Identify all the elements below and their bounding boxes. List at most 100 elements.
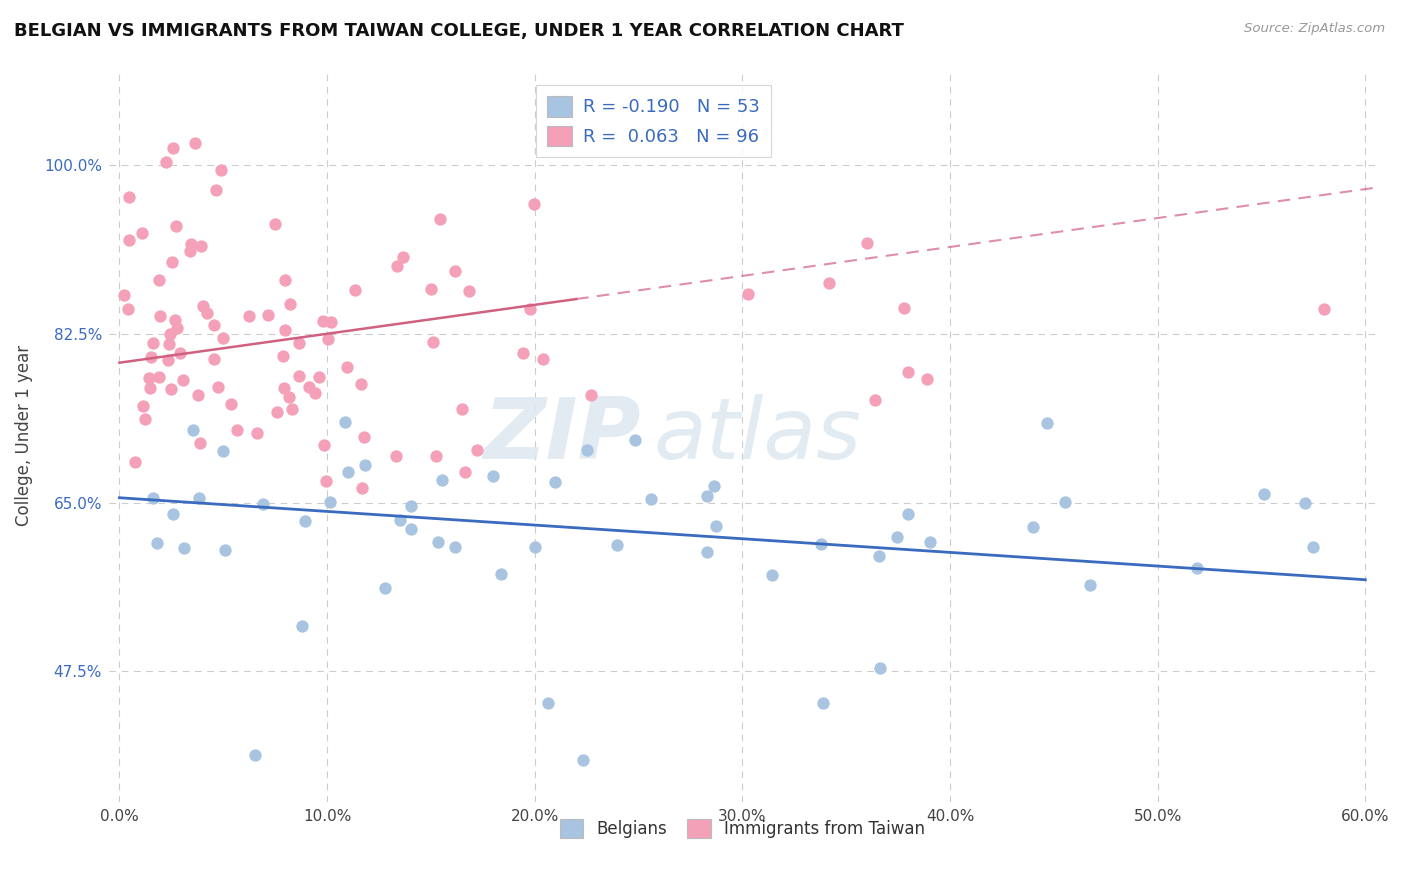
Point [399,522,422,536]
Point [274,323,297,337]
Point [173,541,195,556]
Point [523,540,546,554]
Point [271,349,294,363]
Point [1185,561,1208,575]
Point [1253,486,1275,500]
Point [489,567,512,582]
Point [389,513,412,527]
Point [1294,496,1316,510]
Point [1078,578,1101,592]
Point [219,397,242,411]
Point [374,581,396,595]
Point [523,197,546,211]
Point [165,219,187,234]
Point [425,449,447,463]
Point [162,507,184,521]
Point [180,236,202,251]
Point [817,276,839,290]
Point [886,530,908,544]
Point [572,753,595,767]
Point [207,380,229,394]
Point [443,264,465,278]
Point [252,497,274,511]
Point [184,136,207,151]
Point [482,469,505,483]
Point [238,310,260,324]
Point [865,393,887,408]
Legend: Belgians, Immigrants from Taiwan: Belgians, Immigrants from Taiwan [553,812,932,845]
Point [703,479,725,493]
Point [225,424,247,438]
Point [146,535,169,549]
Point [187,491,209,506]
Point [156,352,179,367]
Point [266,405,288,419]
Point [142,491,165,505]
Point [353,458,375,473]
Point [353,429,375,443]
Point [704,518,727,533]
Point [294,514,316,528]
Point [429,211,451,226]
Point [124,454,146,468]
Point [281,402,304,417]
Point [696,489,718,503]
Point [422,335,444,350]
Point [138,380,160,394]
Point [212,444,235,458]
Point [172,373,194,387]
Point [811,696,834,710]
Point [318,494,340,508]
Point [761,568,783,582]
Point [202,318,225,333]
Point [278,297,301,311]
Point [427,535,450,549]
Point [288,336,311,351]
Point [1022,520,1045,534]
Point [531,351,554,366]
Point [202,351,225,366]
Point [444,540,467,554]
Point [869,661,891,675]
Point [519,301,541,316]
Point [893,301,915,315]
Point [118,190,141,204]
Point [606,538,628,552]
Point [337,465,360,479]
Point [316,332,339,346]
Point [420,281,443,295]
Point [188,436,211,450]
Point [349,376,371,391]
Point [868,549,890,563]
Point [263,217,285,231]
Point [385,259,408,273]
Point [430,473,453,487]
Point [1054,494,1077,508]
Point [214,542,236,557]
Point [536,696,558,710]
Point [315,474,337,488]
Point [454,465,477,479]
Point [335,415,357,429]
Point [311,314,333,328]
Point [209,163,232,178]
Point [897,365,920,379]
Point [920,534,942,549]
Point [544,475,567,489]
Point [205,183,228,197]
Point [291,619,314,633]
Text: BELGIAN VS IMMIGRANTS FROM TAIWAN COLLEGE, UNDER 1 YEAR CORRELATION CHART: BELGIAN VS IMMIGRANTS FROM TAIWAN COLLEG… [14,22,904,40]
Point [148,369,170,384]
Point [298,380,321,394]
Point [163,313,186,327]
Point [576,443,599,458]
Point [304,386,326,401]
Point [624,433,647,447]
Point [118,233,141,247]
Point [187,388,209,402]
Point [810,537,832,551]
Point [134,412,156,426]
Point [273,381,295,395]
Point [319,315,342,329]
Point [392,251,415,265]
